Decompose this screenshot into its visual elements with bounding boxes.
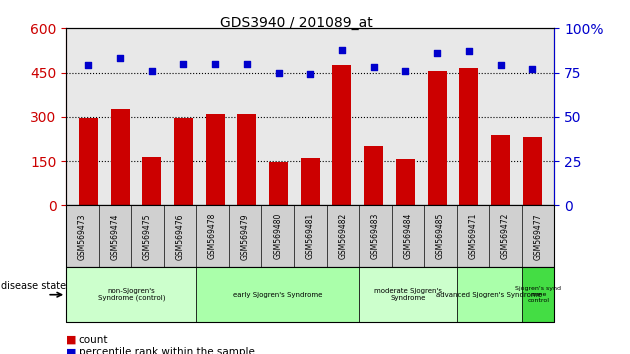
Point — [178, 61, 188, 67]
Text: Sjogren's synd
rome
control: Sjogren's synd rome control — [515, 286, 561, 303]
Bar — [396, 159, 415, 205]
Text: GSM569475: GSM569475 — [143, 213, 152, 259]
Point — [273, 70, 284, 75]
Bar — [364, 146, 383, 205]
Bar — [523, 137, 542, 205]
Text: ■: ■ — [66, 347, 77, 354]
Text: GDS3940 / 201089_at: GDS3940 / 201089_at — [220, 16, 372, 30]
Text: GSM569478: GSM569478 — [208, 213, 217, 259]
Text: non-Sjogren's
Syndrome (control): non-Sjogren's Syndrome (control) — [98, 288, 165, 302]
Bar — [491, 135, 510, 205]
Bar — [110, 109, 130, 205]
Text: count: count — [79, 335, 108, 345]
Point — [242, 61, 252, 67]
Bar — [301, 158, 320, 205]
Text: GSM569473: GSM569473 — [78, 213, 87, 259]
Text: GSM569482: GSM569482 — [338, 213, 347, 259]
Text: GSM569480: GSM569480 — [273, 213, 282, 259]
Bar — [269, 162, 288, 205]
Bar — [459, 68, 478, 205]
Text: GSM569479: GSM569479 — [241, 213, 249, 259]
Text: early Sjogren's Syndrome: early Sjogren's Syndrome — [233, 292, 323, 298]
Point — [495, 63, 505, 68]
Text: GSM569472: GSM569472 — [501, 213, 510, 259]
Text: GSM569471: GSM569471 — [469, 213, 478, 259]
Bar — [333, 65, 352, 205]
Point — [147, 68, 157, 74]
Bar — [142, 156, 161, 205]
Text: disease state: disease state — [1, 281, 66, 291]
Point — [464, 48, 474, 54]
Bar — [174, 118, 193, 205]
Bar — [238, 114, 256, 205]
Text: GSM569484: GSM569484 — [403, 213, 413, 259]
Text: GSM569474: GSM569474 — [110, 213, 120, 259]
Point — [527, 66, 537, 72]
Bar — [205, 114, 225, 205]
Text: GSM569483: GSM569483 — [371, 213, 380, 259]
Text: GSM569485: GSM569485 — [436, 213, 445, 259]
Point — [115, 56, 125, 61]
Text: percentile rank within the sample: percentile rank within the sample — [79, 347, 255, 354]
Text: GSM569481: GSM569481 — [306, 213, 315, 259]
Point — [400, 68, 410, 74]
Point — [210, 61, 220, 67]
Point — [369, 64, 379, 70]
Point — [83, 63, 93, 68]
Text: GSM569477: GSM569477 — [534, 213, 542, 259]
Point — [432, 50, 442, 56]
Text: ■: ■ — [66, 335, 77, 345]
Point — [337, 47, 347, 52]
Text: GSM569476: GSM569476 — [176, 213, 185, 259]
Bar — [79, 118, 98, 205]
Bar — [428, 71, 447, 205]
Point — [305, 72, 315, 77]
Text: advanced Sjogren's Syndrome: advanced Sjogren's Syndrome — [437, 292, 542, 298]
Text: moderate Sjogren's
Syndrome: moderate Sjogren's Syndrome — [374, 288, 442, 301]
